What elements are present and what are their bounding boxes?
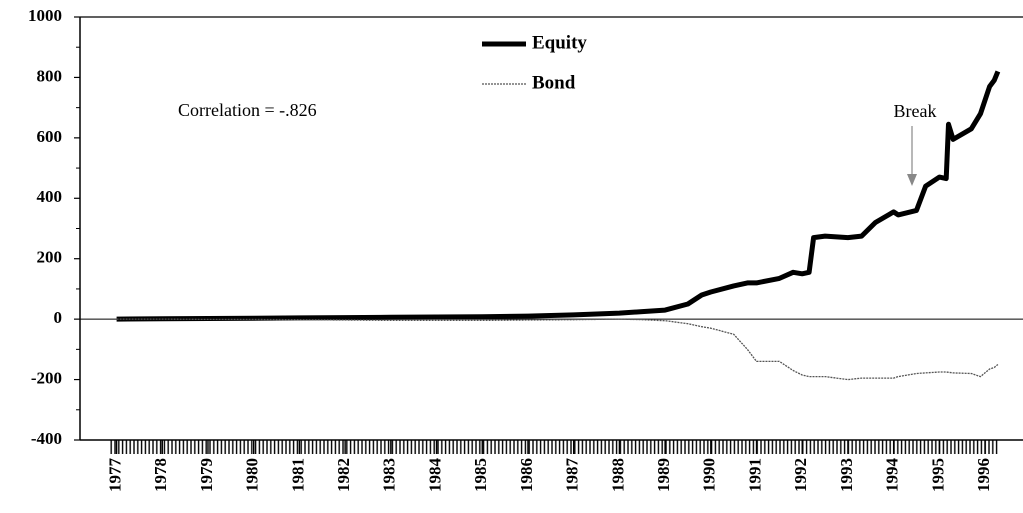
y-tick-label: 0 [54,308,63,327]
x-tick-label: 1986 [517,458,536,492]
x-tick-label: 1985 [471,458,490,492]
x-tick-label: 1990 [700,458,719,492]
y-tick-label: 200 [37,248,63,267]
x-tick-label: 1981 [288,458,307,492]
annotation: Break [894,101,937,121]
x-tick-label: 1977 [105,458,124,493]
x-tick-label: 1987 [563,458,582,493]
x-tick-label: 1995 [928,458,947,492]
x-tick-label: 1992 [791,458,810,492]
y-tick-label: 600 [37,127,63,146]
x-tick-label: 1984 [425,458,444,493]
y-tick-label: 400 [37,187,63,206]
x-tick-label: 1988 [608,458,627,492]
x-tick-label: 1994 [883,458,902,493]
x-tick-label: 1989 [654,458,673,492]
x-tick-label: 1980 [243,458,262,492]
y-tick-label: -400 [31,429,62,448]
arrow-head [907,174,917,186]
legend-label: Equity [532,32,587,53]
minor-ticks [110,440,998,454]
y-tick-label: 800 [37,66,63,85]
x-tick-label: 1991 [745,458,764,492]
series-line [116,70,1001,322]
y-tick-label: 1000 [28,6,62,25]
series-line [116,318,999,381]
annotation: Correlation = -.826 [178,100,317,120]
x-tick-label: 1982 [334,458,353,492]
y-tick-label: -200 [31,368,62,387]
x-tick-label: 1983 [380,458,399,492]
x-tick-label: 1979 [197,458,216,492]
x-tick-label: 1978 [151,458,170,492]
x-tick-label: 1993 [837,458,856,492]
x-tick-label: 1996 [974,458,993,492]
legend-label: Bond [532,72,576,93]
